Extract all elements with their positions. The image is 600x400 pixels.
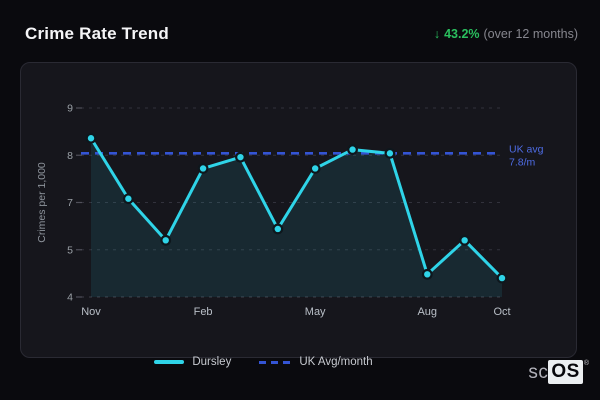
crime-trend-chart: 9 8 7 5 4 Nov Feb May Aug Oct Crimes per 1,000 UK a… xyxy=(36,103,544,319)
data-point[interactable] xyxy=(309,163,321,174)
logo-prefix: sc xyxy=(528,361,549,383)
dursley-line-swatch xyxy=(154,360,185,364)
y-axis-title: Crimes per 1,000 xyxy=(36,162,48,243)
header: Crime Rate Trend ↓ 43.2% (over 12 months… xyxy=(25,24,578,44)
uk-avg-annotation-line1: UK avg xyxy=(509,143,544,155)
stat-context: (over 12 months) xyxy=(483,27,578,41)
x-tick-label: Aug xyxy=(417,306,437,318)
data-point[interactable] xyxy=(384,147,396,159)
data-point[interactable] xyxy=(421,268,433,280)
data-point[interactable] xyxy=(272,223,284,235)
data-point[interactable] xyxy=(160,234,172,246)
data-point[interactable] xyxy=(235,151,246,163)
uk-avg-line-swatch xyxy=(259,360,292,364)
trend-down-arrow-icon: ↓ xyxy=(433,27,441,41)
y-tick-label: 5 xyxy=(67,244,73,256)
x-tick-label: Oct xyxy=(493,306,510,318)
data-point[interactable] xyxy=(197,163,209,174)
page-title: Crime Rate Trend xyxy=(25,24,169,43)
scos-logo: sc OS ® xyxy=(528,360,589,384)
data-point[interactable] xyxy=(85,132,97,144)
dursley-area-fill xyxy=(91,138,502,297)
data-point[interactable] xyxy=(347,144,358,155)
data-point[interactable] xyxy=(496,272,508,284)
data-point[interactable] xyxy=(122,193,134,205)
data-point[interactable] xyxy=(459,234,471,246)
trend-stat: ↓ 43.2% (over 12 months) xyxy=(434,27,578,41)
registered-mark-icon: ® xyxy=(583,359,589,367)
dursley-line xyxy=(89,136,504,280)
legend-label-dursley: Dursley xyxy=(192,356,232,368)
uk-avg-annotation-line2: 7.8/m xyxy=(509,156,536,168)
legend-label-uk-avg: UK Avg/month xyxy=(299,356,373,368)
y-tick-label: 4 xyxy=(67,292,73,304)
stat-value: 43.2% xyxy=(444,27,480,41)
y-tick-label: 7 xyxy=(67,197,73,209)
x-tick-label: Feb xyxy=(194,306,213,318)
chart-card: 9 8 7 5 4 Nov Feb May Aug Oct Crimes per 1,000 UK a… xyxy=(20,62,577,358)
x-tick-label: May xyxy=(305,306,326,318)
y-tick-label: 9 xyxy=(67,103,73,115)
x-tick-label: Nov xyxy=(81,306,101,318)
logo-badge: OS xyxy=(548,360,583,384)
y-tick-label: 8 xyxy=(67,150,73,162)
chart-legend: Dursley UK Avg/month xyxy=(20,353,577,371)
legend-item-uk-avg[interactable]: UK Avg/month xyxy=(259,356,373,368)
legend-item-dursley[interactable]: Dursley xyxy=(154,356,231,368)
